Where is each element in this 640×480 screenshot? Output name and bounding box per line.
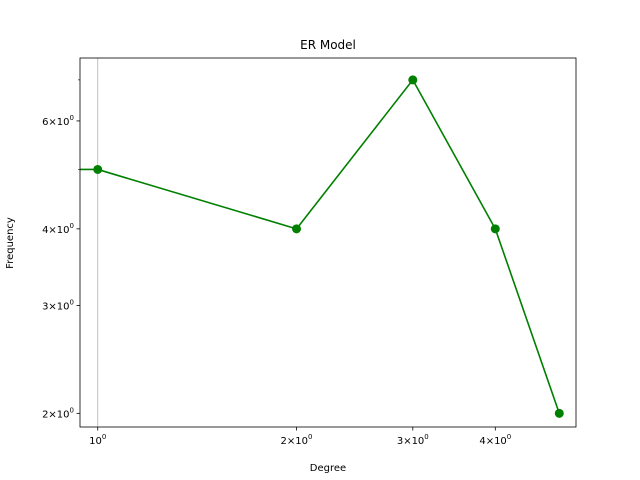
x-tick-exponent: 0 — [424, 433, 428, 441]
x-tick-exponent: 0 — [308, 433, 312, 441]
y-tick-exponent: 0 — [70, 114, 74, 122]
data-point — [408, 75, 418, 85]
y-tick-exponent: 0 — [70, 222, 74, 230]
y-tick-label: 3×100 — [42, 298, 74, 312]
y-tick-exponent: 0 — [70, 406, 74, 414]
series-line — [80, 79, 561, 414]
y-tick-exponent: 0 — [70, 298, 74, 306]
data-point — [292, 224, 302, 234]
x-tick-exponent: 0 — [102, 433, 106, 441]
data-point — [554, 408, 564, 418]
y-tick-label: 4×100 — [42, 222, 74, 236]
y-tick-label: 2×100 — [42, 406, 74, 420]
y-axis-label: Frequency — [5, 217, 16, 269]
x-tick-label: 2×100 — [281, 433, 313, 447]
chart-title: ER Model — [300, 38, 356, 52]
data-point — [93, 164, 103, 174]
x-tick-exponent: 0 — [507, 433, 511, 441]
x-axis-label: Degree — [310, 463, 346, 474]
plot-area — [80, 58, 564, 427]
x-tick-label: 3×100 — [397, 433, 429, 447]
x-tick-label: 4×100 — [479, 433, 511, 447]
plot-frame — [79, 57, 577, 428]
data-point — [490, 224, 500, 234]
y-tick-label: 6×100 — [42, 114, 74, 128]
